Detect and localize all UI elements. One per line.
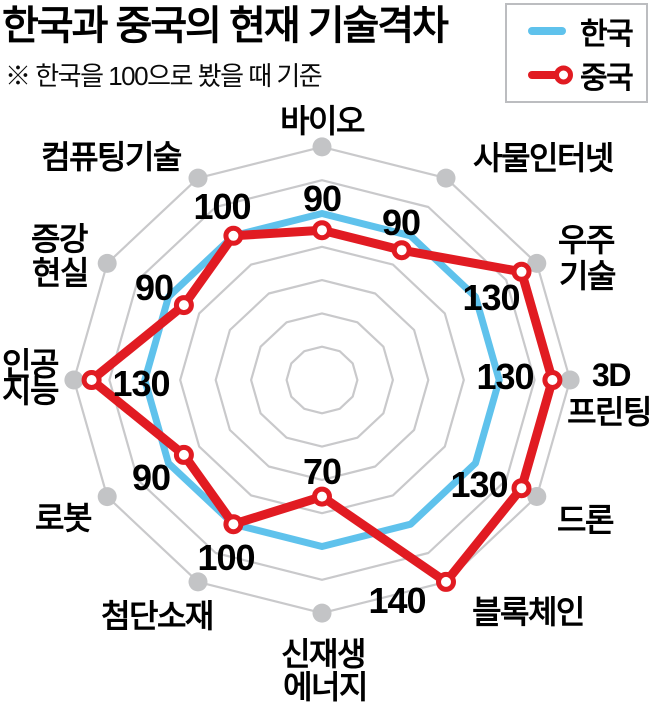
china-data-point [511, 478, 532, 499]
axis-dot [188, 572, 208, 592]
axis-dot [64, 370, 84, 390]
axis-dot [436, 168, 456, 188]
axis-dot [312, 137, 332, 157]
axis-dot [97, 487, 117, 507]
china-value-label: 130 [450, 464, 507, 505]
china-data-point [511, 261, 532, 282]
axis-label: 첨단소재 [101, 598, 213, 634]
axis-label: 증강 [31, 221, 88, 257]
axis-dot [312, 603, 332, 623]
korea-series-line [141, 210, 503, 550]
china-value-label: 90 [382, 202, 420, 243]
china-data-point [81, 370, 102, 390]
korea-line-icon [528, 27, 566, 35]
axis-label: 우주 [558, 222, 615, 258]
china-data-point [173, 444, 194, 465]
china-value-label: 130 [476, 356, 533, 397]
axis-dot [188, 168, 208, 188]
axis-label: 드론 [557, 502, 614, 538]
axis-label: 프린팅 [567, 394, 651, 430]
legend-box: 한국 중국 [505, 3, 648, 103]
axis-dot [97, 253, 117, 273]
axis-label: 3D [592, 357, 630, 393]
china-marker-icon [554, 65, 573, 85]
axis-label: 블록체인 [472, 594, 584, 630]
china-data-point [223, 514, 244, 535]
china-data-point [312, 220, 332, 241]
axis-dot [527, 487, 547, 506]
axis-label: 인공 [2, 346, 59, 382]
grid-ring [179, 245, 465, 515]
axis-dot [527, 253, 547, 273]
grid-ring [214, 279, 430, 481]
chart-note: ※ 한국을 100으로 봤을 때 기준 [5, 61, 323, 91]
china-line-icon [528, 65, 573, 85]
legend-label-korea: 한국 [580, 18, 634, 51]
china-value-label: 140 [368, 580, 425, 621]
china-value-label: 100 [193, 186, 250, 227]
axis-label: 현실 [32, 255, 88, 291]
china-data-point [391, 240, 412, 261]
china-value-label: 130 [112, 363, 169, 404]
legend-label-china: 중국 [580, 62, 634, 95]
axis-label: 기술 [559, 258, 616, 294]
legend-item-korea: 한국 [528, 13, 646, 51]
china-value-label: 90 [132, 457, 170, 498]
axis-label: 지능 [2, 373, 59, 409]
grid-ring [250, 312, 394, 448]
axis-label: 로봇 [35, 500, 92, 536]
grid-ring [108, 179, 536, 581]
axis-label: 바이오 [280, 103, 365, 139]
axis-label: 사물인터넷 [473, 140, 614, 176]
china-data-point [173, 295, 194, 316]
china-data-point [542, 370, 563, 390]
axis-label: 신재생 [281, 636, 365, 672]
legend-item-china: 중국 [528, 57, 646, 95]
china-value-label: 90 [135, 267, 173, 308]
china-data-point [312, 486, 332, 507]
china-value-label: 90 [303, 178, 341, 219]
axis-label: 컴퓨팅기술 [41, 139, 182, 175]
china-value-label: 100 [197, 537, 254, 578]
china-value-label: 130 [462, 277, 519, 318]
china-data-point [223, 225, 244, 246]
axis-label: 에너지 [283, 669, 367, 705]
axis-dot [560, 370, 580, 390]
page-title: 한국과 중국의 현재 기술격차 [2, 4, 449, 48]
china-value-label: 70 [303, 451, 341, 492]
china-data-point [436, 571, 456, 592]
grid-ring [285, 345, 359, 415]
